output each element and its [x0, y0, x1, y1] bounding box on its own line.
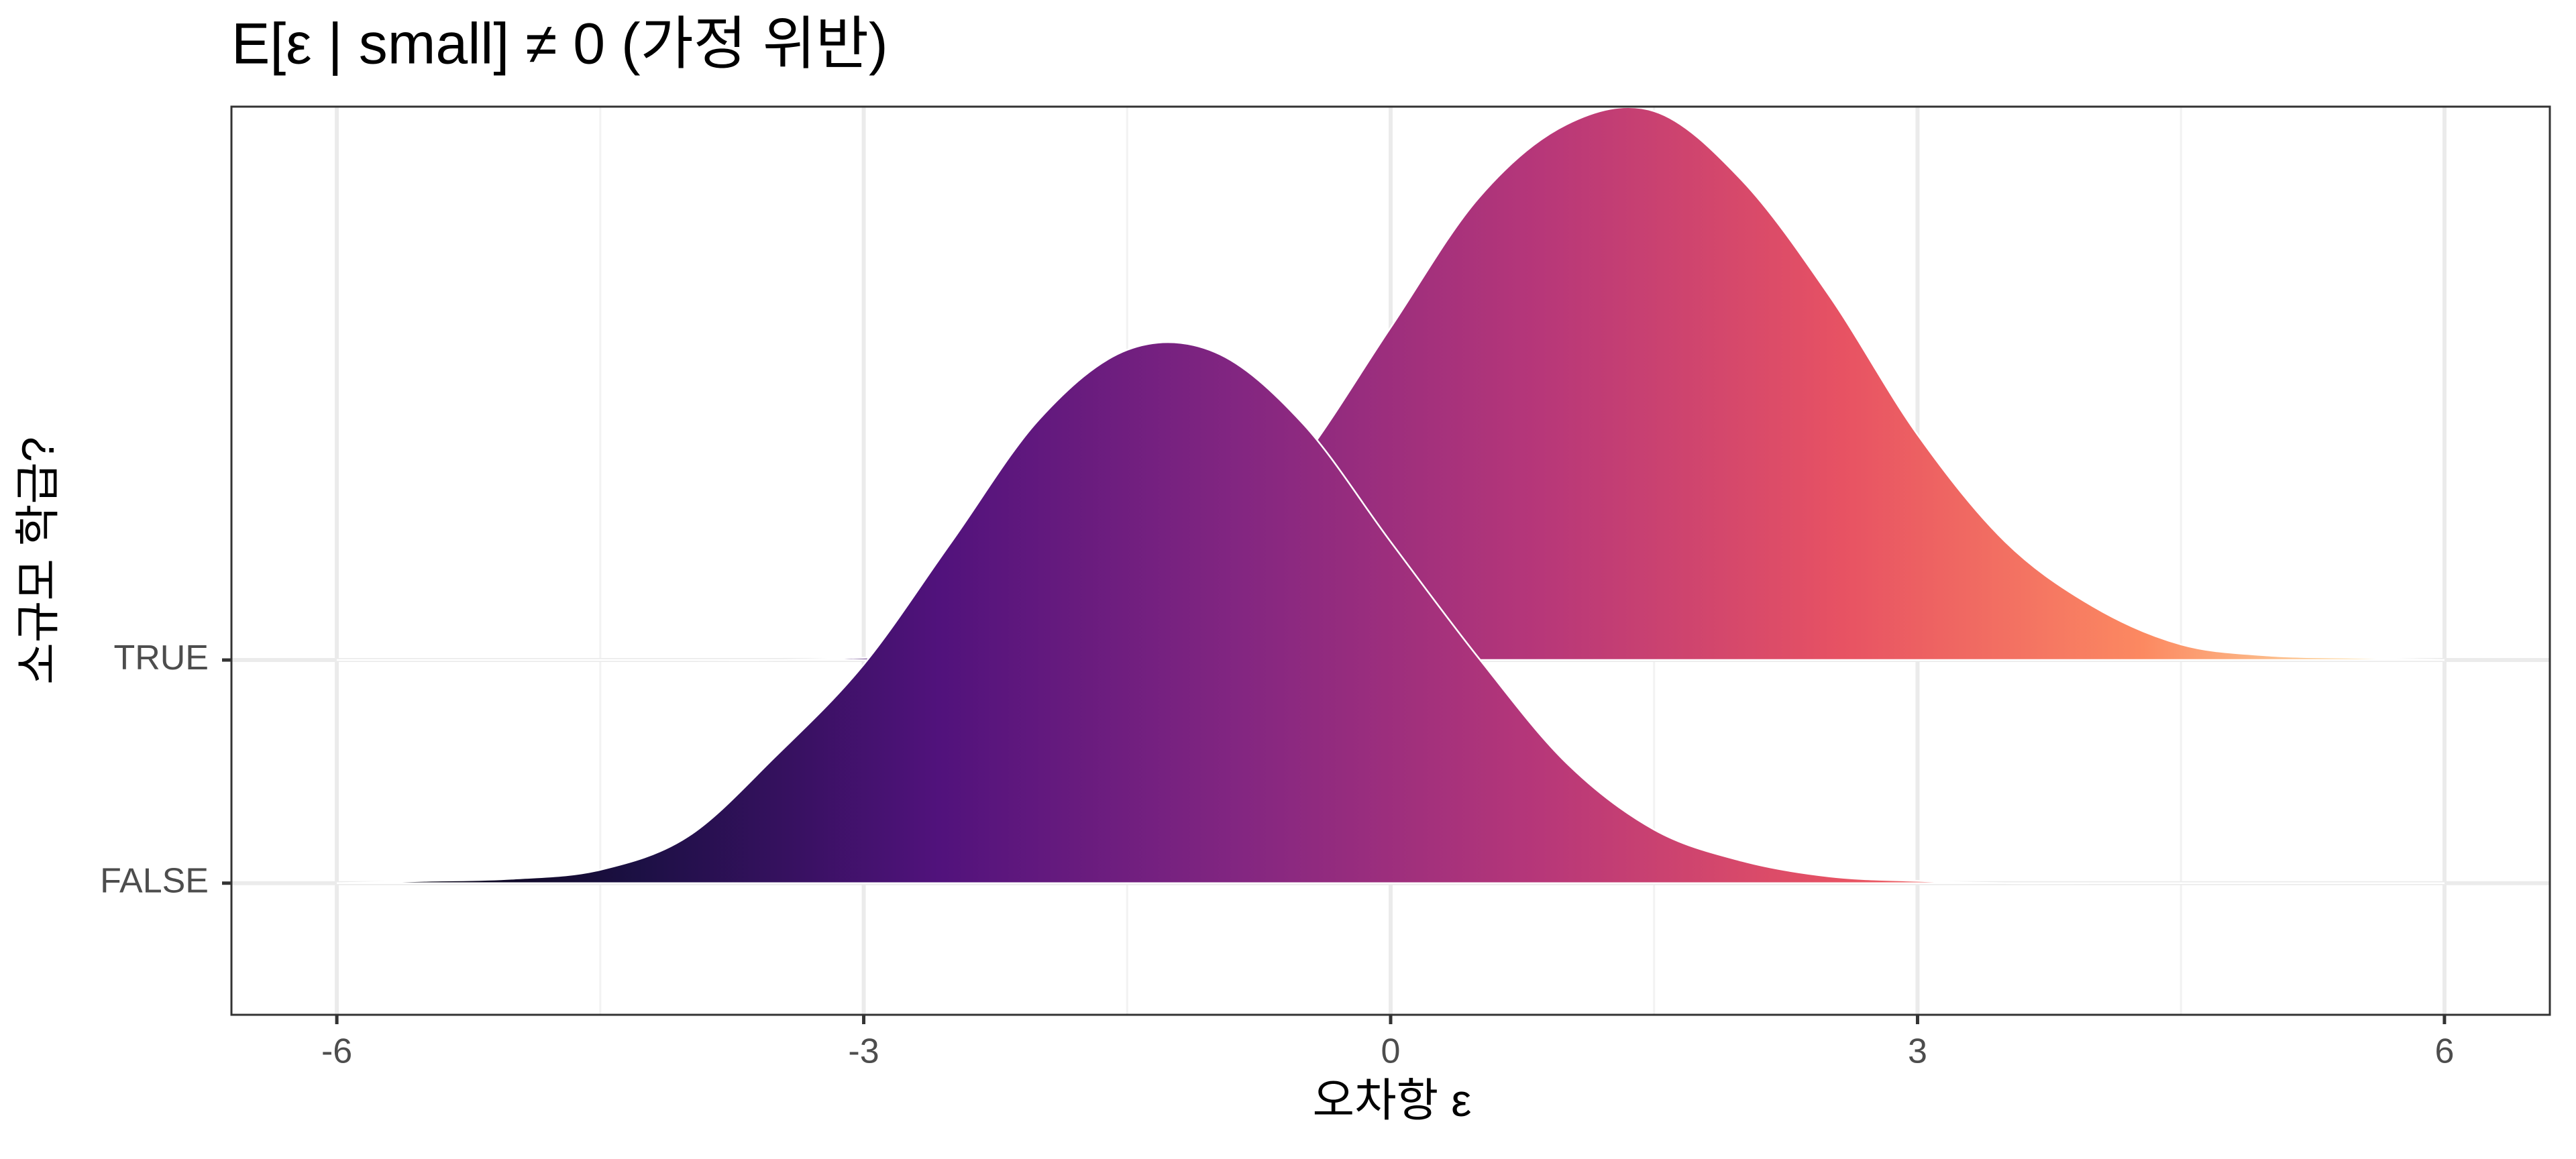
- density-ridge: [337, 341, 2445, 885]
- x-tick-label: -6: [321, 1032, 352, 1071]
- chart-title: E[ε | small] ≠ 0 (가정 위반): [231, 12, 888, 76]
- density-ridge: [337, 106, 2445, 661]
- y-tick-label: TRUE: [113, 639, 209, 677]
- x-tick-label: 3: [1908, 1032, 1927, 1071]
- y-tick-label: FALSE: [100, 861, 209, 900]
- y-axis-title: 소규모 학급?: [13, 437, 64, 685]
- x-tick-label: -3: [848, 1032, 879, 1071]
- x-axis-title: 오차항 ε: [1313, 1075, 1472, 1126]
- x-tick-label: 6: [2434, 1032, 2454, 1071]
- x-tick-label: 0: [1381, 1032, 1401, 1071]
